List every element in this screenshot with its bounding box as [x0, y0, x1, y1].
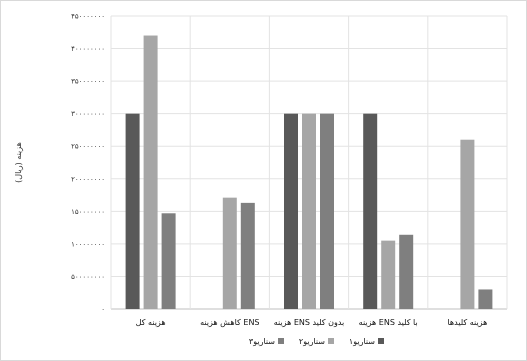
bar: [284, 113, 298, 310]
legend: سناریو۱ سناریو۲ سناریو۳: [249, 337, 384, 346]
y-tick-label: ۲۰۰۰۰۰۰۰۰: [71, 175, 105, 183]
bar: [240, 202, 255, 309]
legend-swatch: [378, 338, 384, 344]
bar: [460, 139, 475, 309]
y-tick-label: ۴۰۰۰۰۰۰۰۰: [71, 45, 105, 53]
bar: [143, 35, 158, 310]
bar: [222, 197, 237, 309]
legend-label: سناریو۲: [299, 337, 325, 346]
y-tick-label: ۲۵۰۰۰۰۰۰۰: [71, 143, 105, 151]
y-tick-label: ۰: [101, 306, 105, 314]
y-tick-label: ۳۵۰۰۰۰۰۰۰: [71, 78, 105, 86]
legend-swatch: [278, 338, 284, 344]
y-tick-label: ۱۵۰۰۰۰۰۰۰: [71, 208, 105, 216]
y-tick-label: ۳۰۰۰۰۰۰۰۰: [71, 110, 105, 118]
y-tick-label: ۴۵۰۰۰۰۰۰۰: [71, 13, 105, 21]
category-label: هزینه ENS با کلید: [359, 318, 418, 327]
y-tick-label: ۱۰۰۰۰۰۰۰۰: [71, 240, 105, 248]
category-label: هزینه ENS بدون کلید: [274, 318, 345, 327]
bar: [125, 113, 140, 310]
legend-swatch: [328, 338, 334, 344]
y-tick-label: ۵۰۰۰۰۰۰۰۰: [71, 273, 105, 281]
category-label: کاهش هزینه ENS: [200, 318, 259, 327]
bar: [161, 213, 176, 309]
bar: [381, 240, 396, 309]
y-axis-label: هزینه (ریال): [14, 142, 23, 183]
y-tick-labels: ۰ ۵۰۰۰۰۰۰۰۰ ۱۰۰۰۰۰۰۰۰ ۱۵۰۰۰۰۰۰۰ ۲۰۰۰۰۰۰۰۰ ۲۵۰…: [71, 13, 105, 314]
legend-label: سناریو۳: [249, 337, 275, 346]
category-label: هزینه کل: [136, 318, 166, 327]
category-labels: هزینه کلیدها هزینه ENS با کلید هزینه ENS ب…: [136, 318, 488, 327]
bar: [478, 289, 493, 309]
bar: [320, 113, 334, 310]
bars: [125, 35, 493, 310]
bar: [302, 113, 316, 310]
bar: [399, 234, 414, 309]
bar: [363, 113, 378, 310]
legend-label: سناریو۱: [349, 337, 375, 346]
category-label: هزینه کلیدها: [447, 318, 487, 327]
